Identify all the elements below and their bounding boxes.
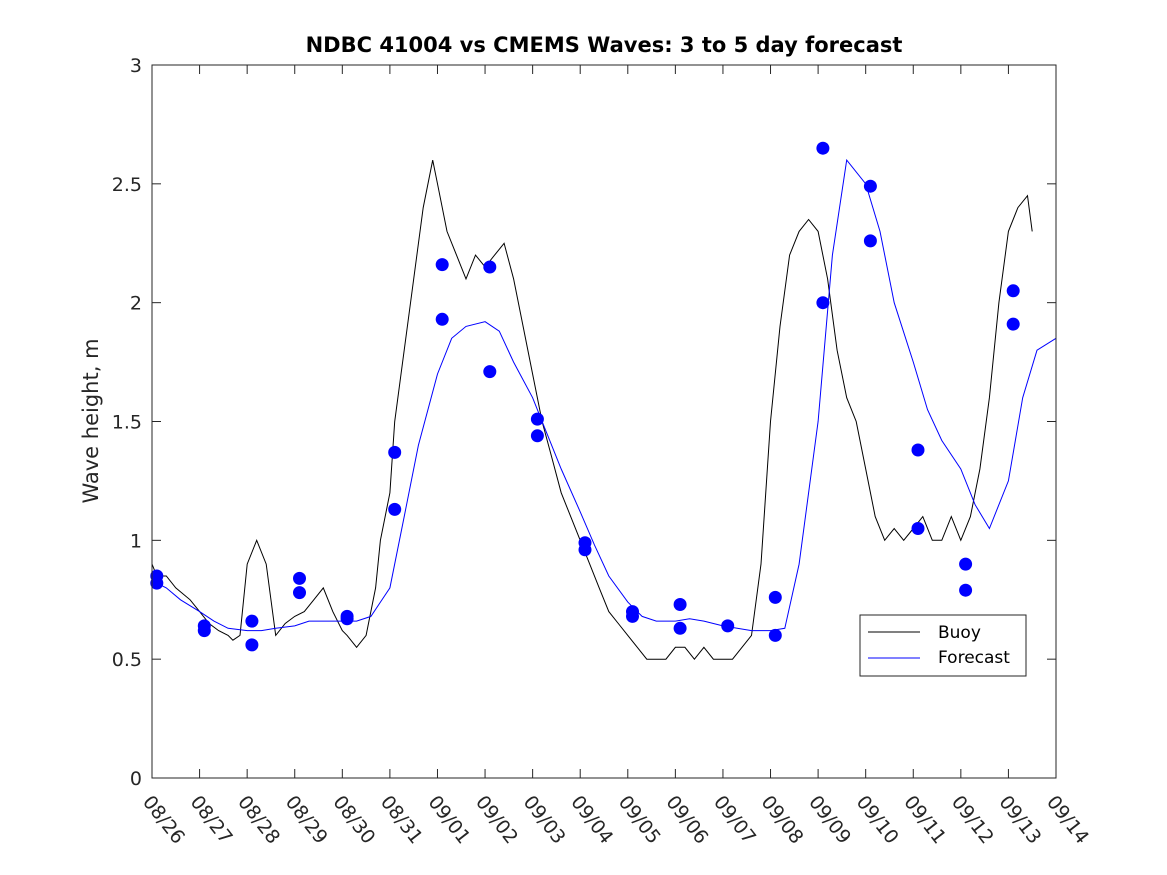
legend-buoy-label: Buoy: [938, 623, 981, 643]
forecast-marker: [388, 502, 402, 516]
forecast-marker: [1006, 317, 1020, 331]
forecast-marker: [578, 536, 592, 550]
forecast-marker: [816, 296, 830, 310]
x-tick-label: 09/06: [661, 792, 712, 849]
x-tick-label: 08/26: [138, 792, 189, 849]
forecast-marker: [435, 258, 449, 272]
forecast-marker: [530, 412, 544, 426]
forecast-marker: [530, 429, 544, 443]
forecast-marker: [245, 638, 259, 652]
x-tick-label: 09/07: [709, 792, 760, 849]
forecast-marker: [340, 609, 354, 623]
forecast-marker: [959, 583, 973, 597]
x-tick-label: 09/10: [852, 792, 903, 849]
y-axis-label: Wave height, m: [79, 338, 103, 503]
x-tick-label: 08/31: [376, 792, 427, 849]
forecast-marker: [673, 621, 687, 635]
forecast-marker: [959, 557, 973, 571]
forecast-line: [151, 158, 1057, 632]
forecast-marker: [293, 586, 306, 600]
forecast-marker: [911, 443, 925, 457]
x-tick-label: 08/30: [328, 792, 379, 849]
x-tick-label: 08/28: [233, 792, 284, 849]
y-tick-label: 0.5: [112, 649, 142, 671]
x-tick-label: 09/08: [757, 792, 808, 849]
legend-forecast-label: Forecast: [938, 648, 1010, 668]
forecast-marker: [483, 260, 497, 274]
forecast-marker: [673, 598, 687, 611]
forecast-marker: [388, 445, 402, 459]
x-tick-label: 09/11: [899, 792, 950, 849]
forecast-marker: [483, 365, 497, 379]
forecast-marker: [911, 522, 925, 535]
legend-box: [859, 614, 1027, 677]
y-tick-label: 1.5: [112, 412, 142, 434]
y-tick-label: 2: [130, 293, 142, 315]
y-axis: 0 0.5 1 1.5 2 2.5 3: [112, 55, 1056, 790]
y-tick-label: 1: [130, 530, 142, 552]
x-tick-label: 08/27: [186, 792, 237, 849]
y-tick-label: 3: [130, 55, 142, 77]
forecast-marker: [768, 628, 782, 642]
forecast-marker: [721, 619, 735, 633]
forecast-marker: [197, 619, 211, 633]
chart-title: NDBC 41004 vs CMEMS Waves: 3 to 5 day fo…: [306, 33, 903, 57]
x-tick-label: 09/13: [994, 792, 1045, 849]
forecast-marker: [150, 569, 164, 583]
x-tick-label: 09/09: [804, 792, 855, 849]
legend: Buoy Forecast: [859, 614, 1027, 677]
x-tick-label: 09/03: [519, 792, 570, 849]
forecast-marker: [626, 605, 639, 619]
forecast-marker: [1006, 284, 1020, 298]
x-tick-label: 09/05: [614, 792, 665, 849]
forecast-series: [151, 158, 1057, 632]
forecast-marker: [863, 234, 877, 248]
y-tick-label: 0: [130, 768, 142, 790]
x-tick-label: 09/12: [947, 792, 998, 849]
forecast-markers: [150, 141, 1020, 652]
forecast-marker: [245, 614, 259, 628]
x-tick-label: 09/01: [424, 792, 475, 849]
x-tick-label: 09/14: [1042, 792, 1093, 849]
x-tick-label: 09/04: [566, 792, 617, 849]
forecast-marker: [863, 179, 877, 193]
forecast-marker: [816, 141, 830, 155]
y-tick-label: 2.5: [112, 174, 142, 196]
forecast-marker: [768, 590, 782, 604]
forecast-marker: [435, 312, 449, 326]
x-tick-label: 08/29: [281, 792, 332, 849]
x-tick-label: 09/02: [471, 792, 522, 849]
forecast-marker: [293, 571, 306, 585]
